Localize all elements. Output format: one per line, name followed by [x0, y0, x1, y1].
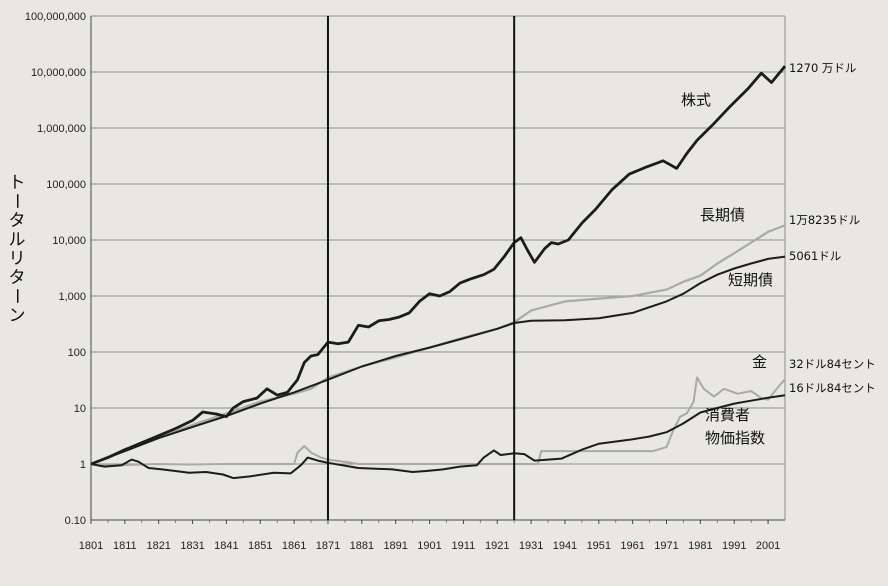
x-tick-17: 1971 — [654, 540, 678, 552]
chart-series-lines — [90, 65, 787, 480]
chart-series-labels: 株式 長期債 短期債 金 消費者 物価指数 — [681, 91, 773, 447]
x-tick-1: 1811 — [113, 540, 137, 552]
x-tick-3: 1831 — [180, 540, 204, 552]
x-tick-4: 1841 — [214, 540, 238, 552]
y-tick-9: 0.10 — [65, 515, 86, 527]
y-title-char-1: ー — [6, 193, 26, 210]
y-tick-3: 100,000 — [46, 179, 86, 191]
x-tick-13: 1931 — [519, 540, 543, 552]
y-axis-tick-labels: 100,000,000 10,000,000 1,000,000 100,000 10,… — [25, 11, 86, 527]
series-line-4 — [90, 394, 786, 480]
series-end-value-labels: 1270 万ドル 1万8235ドル 5061ドル 32ドル84セント 16ドル84セント — [789, 61, 876, 395]
chart-vertical-markers — [326, 16, 516, 520]
x-tick-14: 1941 — [553, 540, 577, 552]
x-tick-2: 1821 — [146, 540, 170, 552]
y-tick-1: 10,000,000 — [31, 67, 86, 79]
x-axis-tick-labels: 1801 1811 1821 1831 1841 1851 1861 1871 1881 1891… — [79, 520, 780, 552]
x-tick-12: 1921 — [485, 540, 509, 552]
x-tick-15: 1951 — [587, 540, 611, 552]
series-line-2 — [90, 255, 786, 465]
x-tick-18: 1981 — [688, 540, 712, 552]
x-tick-20: 2001 — [756, 540, 780, 552]
x-tick-10: 1901 — [417, 540, 441, 552]
y-title-char-2: タ — [9, 211, 26, 231]
x-tick-9: 1891 — [383, 540, 407, 552]
y-title-char-5: タ — [9, 268, 26, 288]
label-stocks: 株式 — [681, 91, 711, 109]
series-line-3 — [90, 376, 786, 467]
y-tick-8: 1 — [80, 459, 86, 471]
y-title-char-4: リ — [9, 249, 26, 269]
x-tick-8: 1881 — [350, 540, 374, 552]
x-tick-7: 1871 — [316, 540, 340, 552]
end-label-0: 1270 万ドル — [789, 61, 856, 75]
x-tick-16: 1961 — [620, 540, 644, 552]
y-title-char-6: ー — [6, 288, 26, 305]
y-tick-6: 100 — [68, 347, 86, 359]
end-label-2: 5061ドル — [789, 249, 841, 263]
label-long-term-bonds: 長期債 — [700, 206, 745, 224]
x-tick-11: 1911 — [452, 540, 476, 552]
x-tick-5: 1851 — [248, 540, 272, 552]
label-cpi-line1: 消費者 — [705, 406, 750, 424]
y-tick-7: 10 — [74, 403, 86, 415]
y-tick-2: 1,000,000 — [37, 123, 86, 135]
chart-axes — [90, 16, 786, 521]
end-label-1: 1万8235ドル — [789, 213, 860, 227]
end-label-4: 16ドル84セント — [789, 381, 876, 395]
x-tick-0: 1801 — [79, 540, 103, 552]
series-line-0 — [90, 65, 787, 466]
y-tick-5: 1,000 — [58, 291, 86, 303]
label-gold: 金 — [752, 353, 767, 371]
y-title-char-7: ン — [9, 306, 26, 326]
y-title-char-3: ル — [9, 230, 26, 250]
x-tick-19: 1991 — [722, 540, 746, 552]
label-short-term-bills: 短期債 — [728, 271, 773, 289]
label-cpi-line2: 物価指数 — [705, 429, 765, 447]
y-tick-4: 10,000 — [52, 235, 86, 247]
x-tick-6: 1861 — [282, 540, 306, 552]
y-title-char-0: ト — [9, 173, 26, 193]
end-label-3: 32ドル84セント — [789, 357, 876, 371]
y-tick-0: 100,000,000 — [25, 11, 86, 23]
